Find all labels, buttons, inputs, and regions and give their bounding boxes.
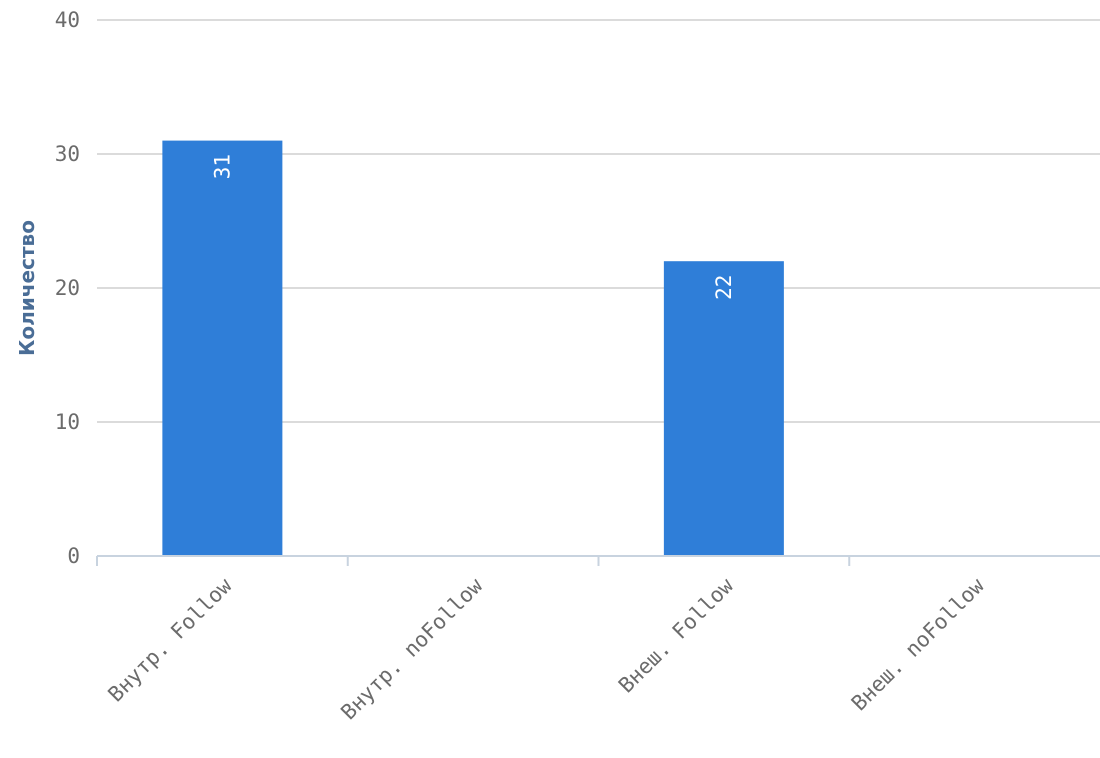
- bars: 31 22: [162, 140, 784, 556]
- data-label: 22: [712, 275, 736, 300]
- x-tick-label: Внеш. Follow: [614, 573, 739, 698]
- data-label: 31: [210, 154, 234, 179]
- y-tick-label: 20: [55, 276, 80, 300]
- y-tick-label: 0: [67, 544, 80, 568]
- bar[interactable]: [663, 261, 784, 556]
- x-tick-label: Внутр. Follow: [103, 573, 236, 706]
- y-axis: 0 10 20 30 40: [55, 8, 80, 568]
- x-tick-label: Внеш. noFollow: [847, 573, 989, 715]
- y-tick-label: 40: [55, 8, 80, 32]
- x-tick-labels: Внутр. Follow Внутр. noFollow Внеш. Follow…: [103, 573, 989, 724]
- y-axis-label: Количество: [15, 220, 39, 356]
- x-axis: [96, 555, 1100, 566]
- y-tick-label: 10: [55, 410, 80, 434]
- x-tick-label: Внутр. noFollow: [336, 573, 487, 724]
- bar[interactable]: [162, 140, 283, 556]
- y-tick-label: 30: [55, 142, 80, 166]
